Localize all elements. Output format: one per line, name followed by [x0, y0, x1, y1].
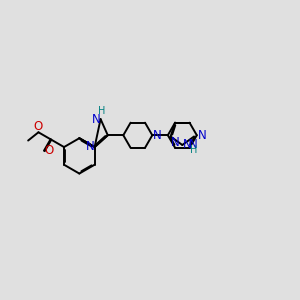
Text: N: N — [189, 138, 198, 151]
Text: N: N — [198, 129, 206, 142]
Text: N: N — [86, 140, 95, 153]
Text: N: N — [170, 136, 179, 149]
Text: N: N — [183, 139, 192, 152]
Text: O: O — [45, 144, 54, 157]
Text: H: H — [98, 106, 105, 116]
Text: H: H — [190, 145, 198, 155]
Text: N: N — [153, 129, 161, 142]
Text: O: O — [33, 121, 43, 134]
Text: N: N — [92, 112, 101, 126]
